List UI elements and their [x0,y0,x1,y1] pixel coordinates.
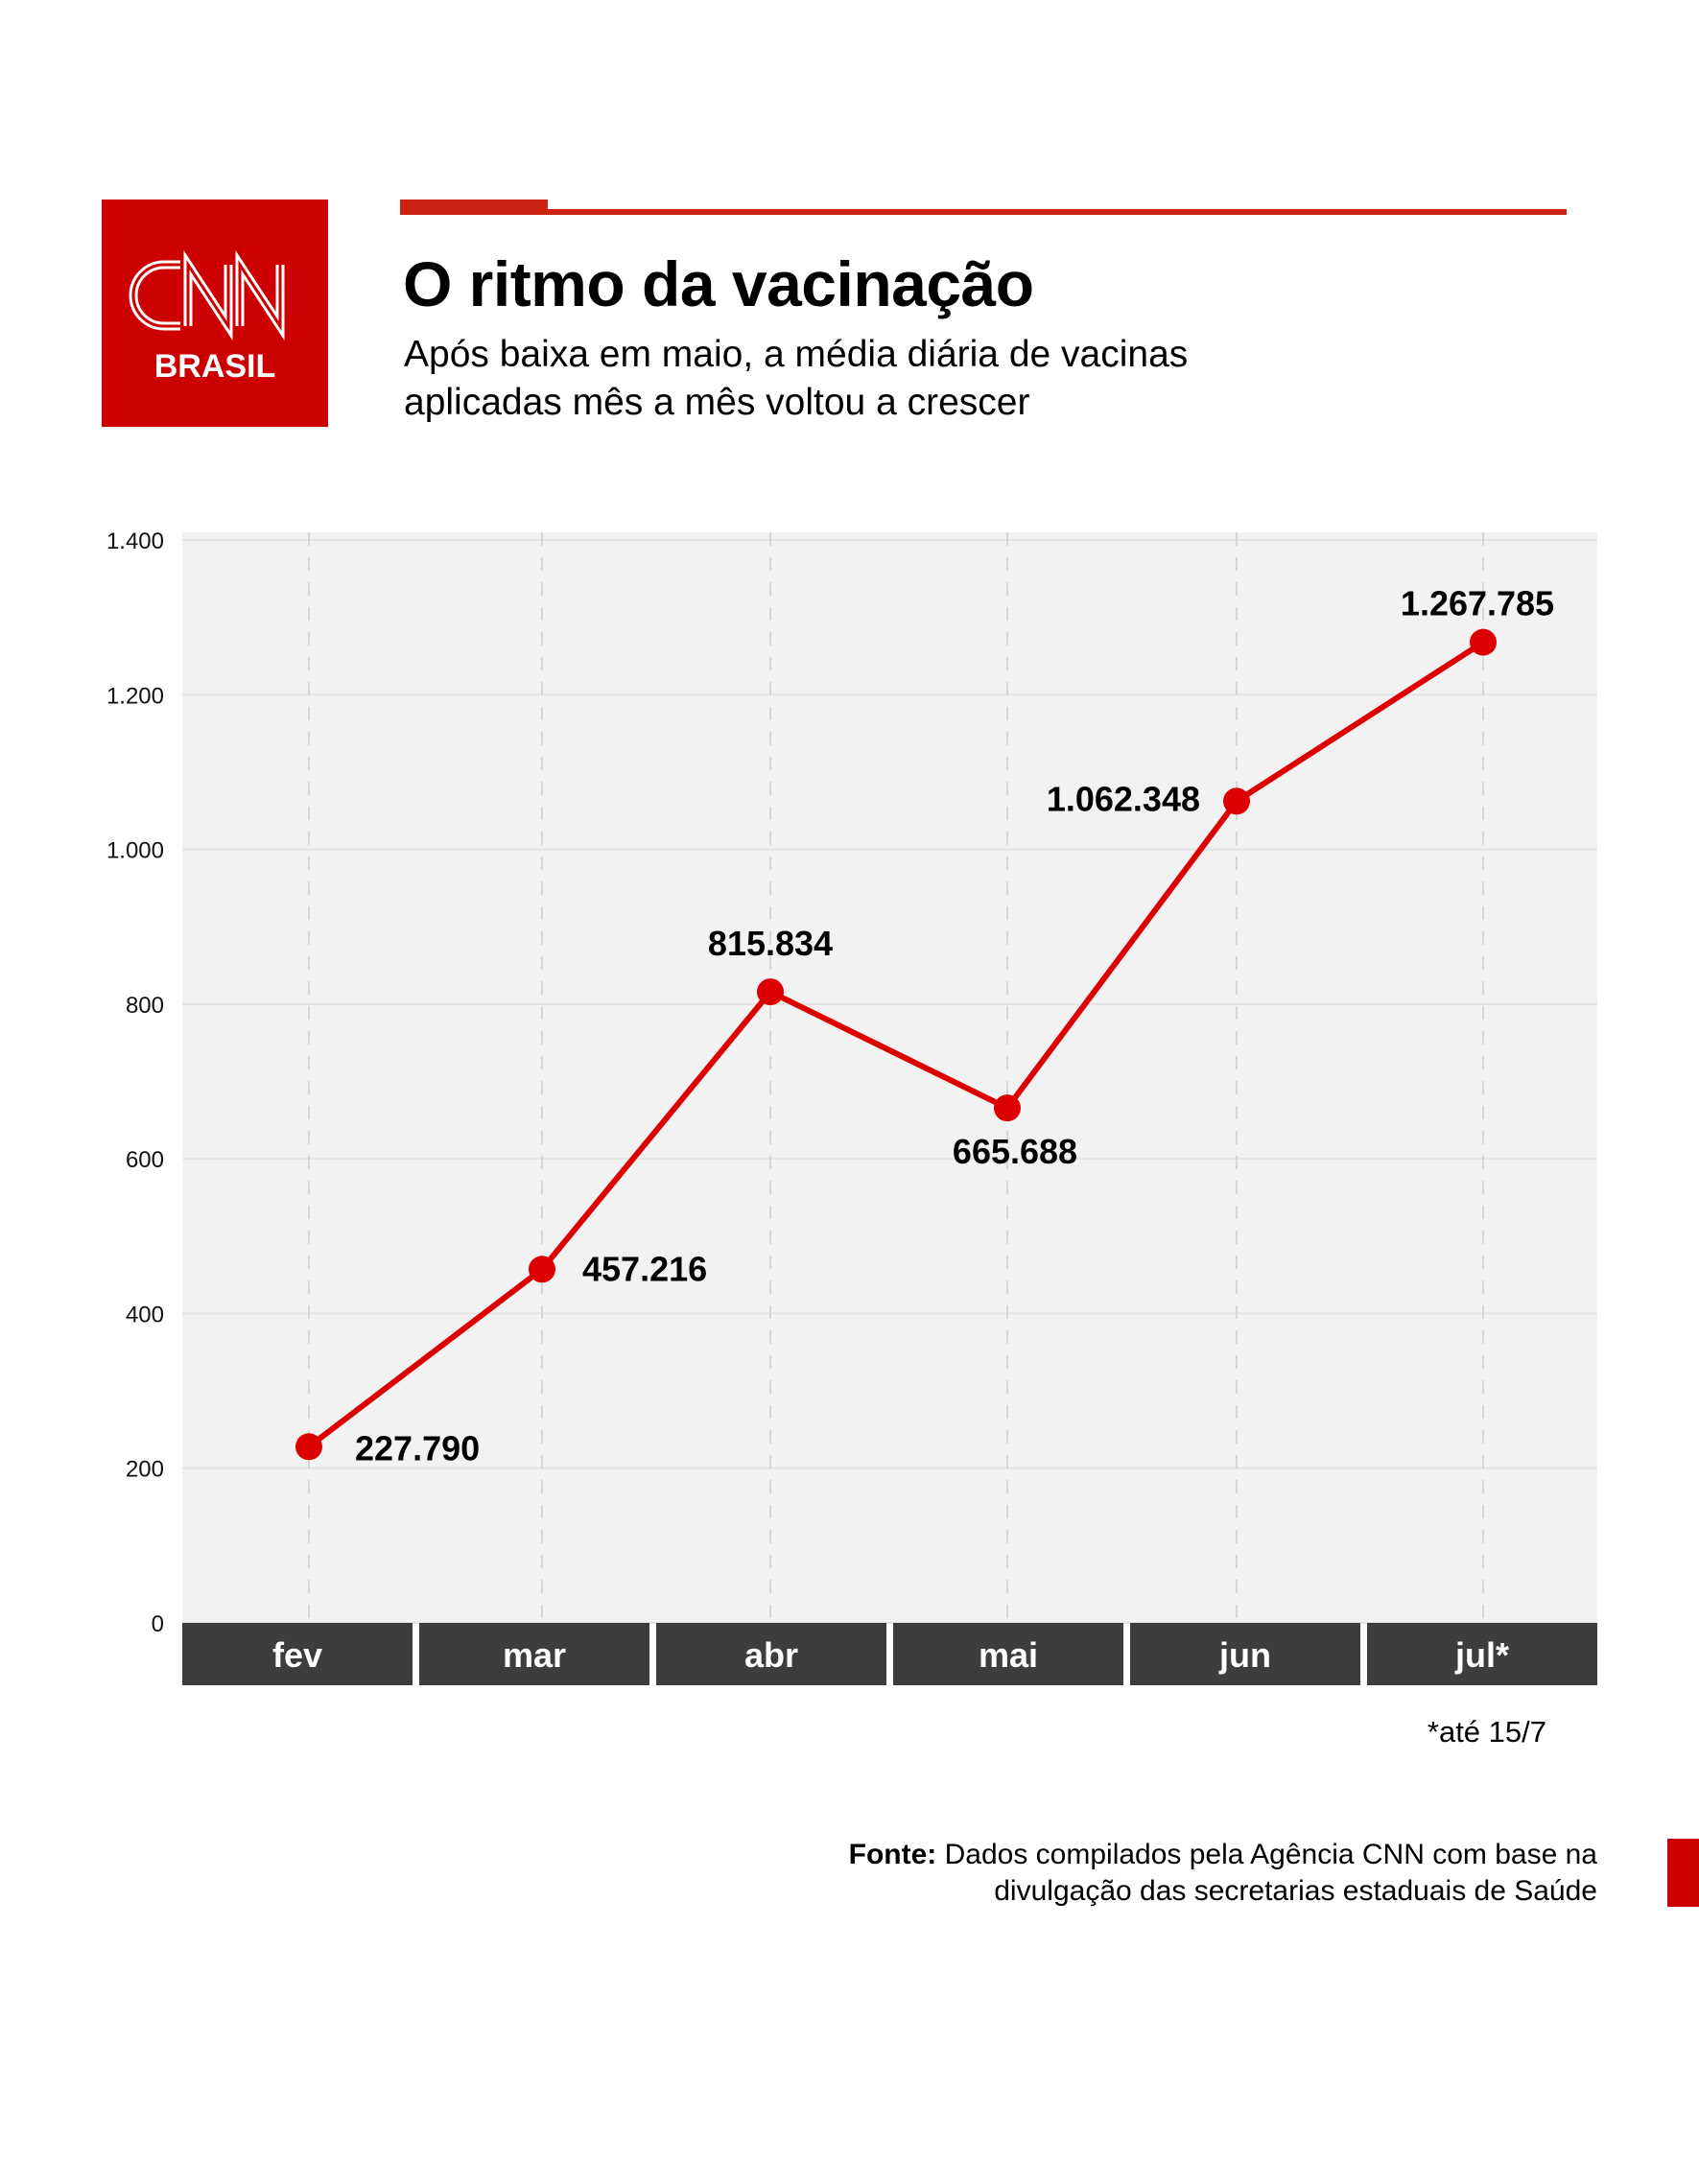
category-box [182,1623,413,1685]
source-note: Fonte: Dados compilados pela Agência CNN… [734,1837,1597,1910]
chart-subtitle: Após baixa em maio, a média diária de va… [404,331,1363,427]
header-rule-accent [400,200,548,215]
y-tick-label: 0 [152,1611,164,1637]
x-tick-label: jun [1218,1635,1271,1675]
category-box [656,1623,886,1685]
data-point [757,978,784,1006]
data-label: 1.267.785 [1401,584,1554,623]
data-label: 1.062.348 [1047,779,1200,818]
y-tick-label: 200 [126,1457,164,1483]
series-line [307,640,1485,1449]
logo-sub-text: BRASIL [153,348,276,385]
data-point [994,1094,1021,1122]
source-text: Dados compilados pela Agência CNN com ba… [936,1839,1597,1907]
x-tick-label: mar [503,1635,566,1675]
cnn-wordmark-icon [129,249,285,341]
data-label: 227.790 [355,1428,480,1468]
category-box [893,1623,1123,1685]
y-tick-label: 1.400 [106,528,164,554]
source-label: Fonte: [848,1839,937,1870]
data-point [295,1433,322,1461]
plot-background [182,532,1597,1623]
chart-title: O ritmo da vacinação [403,248,1034,319]
y-tick-label: 1.000 [106,838,164,864]
x-tick-label: abr [744,1635,798,1675]
footnote: *até 15/7 [1427,1715,1546,1749]
x-tick-label: mai [979,1635,1038,1675]
data-point [1223,787,1250,815]
subtitle-line: aplicadas mês a mês voltou a crescer [404,382,1030,423]
data-label: 815.834 [708,924,833,963]
x-tick-label: fev [272,1635,322,1675]
category-box [1130,1623,1360,1685]
data-label: 457.216 [582,1249,707,1288]
y-tick-label: 600 [126,1147,164,1173]
data-point [529,1256,555,1283]
cnn-brasil-logo: BRASIL [102,200,328,427]
data-point [1470,628,1497,656]
header-rule [400,209,1567,215]
data-label: 665.688 [953,1132,1077,1171]
category-box [419,1623,649,1685]
category-box [1367,1623,1597,1685]
red-accent-tab [1667,1839,1699,1907]
subtitle-line: Após baixa em maio, a média diária de va… [404,334,1189,375]
x-tick-label: jul* [1454,1635,1509,1675]
y-tick-label: 800 [126,993,164,1019]
y-tick-label: 400 [126,1302,164,1327]
y-tick-label: 1.200 [106,683,164,709]
